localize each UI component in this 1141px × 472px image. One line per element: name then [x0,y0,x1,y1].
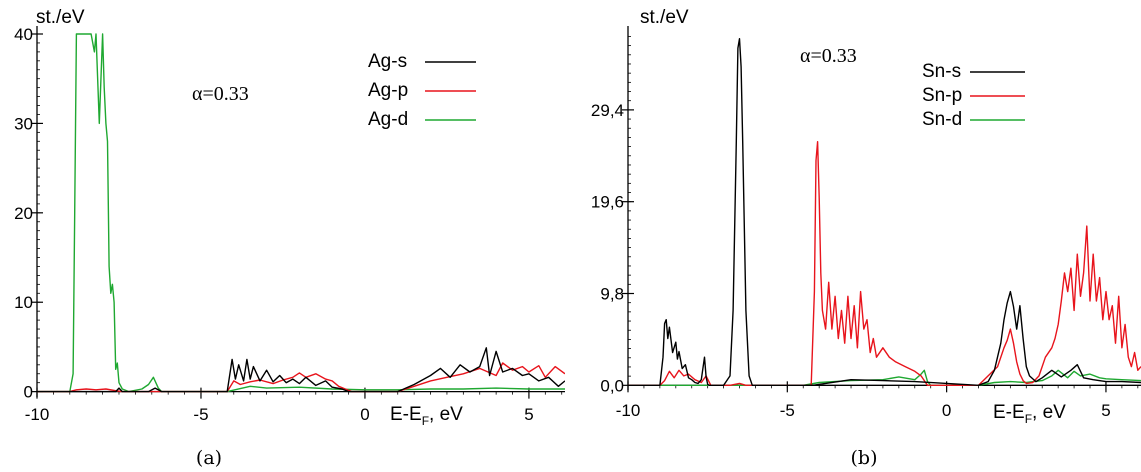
legend-label-ag-p: Ag-p [368,80,408,101]
series-line-sn-s [628,38,1141,386]
panel-b-y-axis-label: st./eV [640,7,689,28]
y-tick-label: 40 [14,25,33,44]
panel-a-x-label-subscript: F [422,414,429,428]
x-tick-label: 5 [524,405,533,424]
panel-a-y-axis-label: st./eV [36,7,85,28]
x-tick-label: -5 [193,405,208,424]
panel-a-x-label-tail: , eV [429,404,463,425]
legend-label-sn-d: Sn-d [922,109,962,130]
legend-label-sn-p: Sn-p [922,85,962,106]
panel-a-x-axis-label: E-EF, eV [390,404,463,428]
panel-b-caption: (b) [851,447,878,469]
series-line-sn-p [628,140,1141,386]
y-tick-label: 9,8 [600,285,624,304]
y-tick-label: 19,6 [591,193,624,212]
panel-a-caption: (a) [196,447,222,469]
x-tick-label: 5 [1101,401,1110,420]
x-tick-label: -10 [616,401,641,420]
panel-a-alpha-annotation: α=0.33 [192,83,249,105]
y-tick-label: 10 [14,293,33,312]
y-tick-label: 20 [14,204,33,223]
series-line-ag-d [37,33,565,393]
panel-b-x-label-main: E-E [993,402,1025,423]
y-tick-label: 30 [14,114,33,133]
legend-label-ag-d: Ag-d [368,109,408,130]
y-tick-label: 0,0 [600,376,624,395]
x-tick-label: 0 [942,401,951,420]
panel-b-x-label-subscript: F [1025,412,1032,426]
legend-label-ag-s: Ag-s [368,51,407,72]
series-line-ag-s [37,347,565,393]
panel-b-x-label-tail: , eV [1032,402,1066,423]
panel-b-x-axis-label: E-EF, eV [993,402,1066,426]
series-line-ag-p [37,362,565,393]
x-tick-label: -5 [780,401,795,420]
legend-label-sn-s: Sn-s [922,61,961,82]
panel-a-dos-chart: st./eV α=0.33 E-EF, eV (a) 0 10 20 30 40 -10 -… [14,7,565,469]
panel-a-x-label-main: E-E [390,404,422,425]
x-tick-label: -10 [25,405,50,424]
panel-b-alpha-annotation: α=0.33 [800,45,857,67]
y-tick-label: 29,4 [591,101,624,120]
panel-b-dos-chart: st./eV α=0.33 E-EF, eV (b) 0,0 9,8 19,6 29,… [591,7,1141,469]
x-tick-label: 0 [360,405,369,424]
y-tick-label: 0 [24,383,33,402]
